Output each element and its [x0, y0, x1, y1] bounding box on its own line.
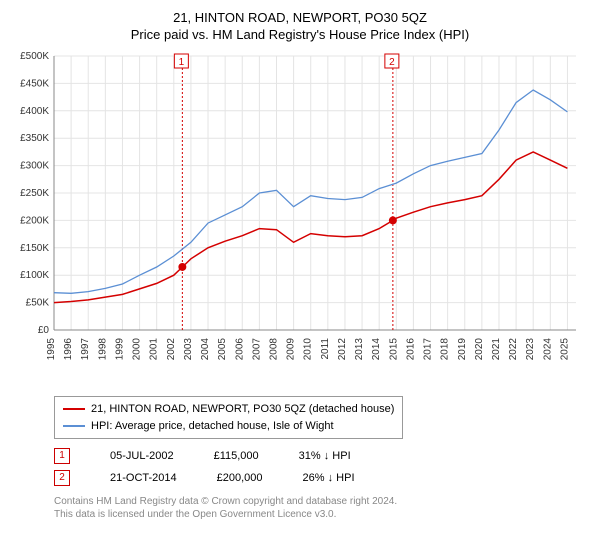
- marker-badge: 1: [54, 448, 70, 464]
- title-main: 21, HINTON ROAD, NEWPORT, PO30 5QZ: [10, 10, 590, 25]
- svg-text:2010: 2010: [303, 338, 314, 361]
- svg-text:£350K: £350K: [20, 133, 49, 144]
- marker-table: 1 05-JUL-2002 £115,000 31% ↓ HPI 2 21-OC…: [54, 445, 586, 489]
- svg-text:2012: 2012: [337, 338, 348, 361]
- footer-line: This data is licensed under the Open Gov…: [54, 508, 586, 521]
- legend-item: HPI: Average price, detached house, Isle…: [63, 418, 394, 435]
- svg-text:2013: 2013: [354, 338, 365, 361]
- svg-text:£150K: £150K: [20, 243, 49, 254]
- legend-swatch: [63, 425, 85, 427]
- svg-text:2025: 2025: [559, 338, 570, 361]
- svg-text:2000: 2000: [132, 338, 143, 361]
- price-chart: £0 £50K £100K £150K £200K £250K £300K £350K £400…: [10, 50, 580, 390]
- svg-text:2005: 2005: [217, 338, 228, 361]
- svg-text:1998: 1998: [97, 338, 108, 361]
- svg-text:2023: 2023: [525, 338, 536, 361]
- marker-price: £200,000: [217, 472, 263, 484]
- svg-text:2022: 2022: [508, 338, 519, 361]
- chart-area: £0 £50K £100K £150K £200K £250K £300K £350K £400…: [10, 50, 590, 390]
- svg-text:2017: 2017: [423, 338, 434, 361]
- svg-text:2009: 2009: [286, 338, 297, 361]
- svg-text:1997: 1997: [80, 338, 91, 361]
- svg-text:2: 2: [389, 57, 395, 68]
- svg-text:1999: 1999: [114, 338, 125, 361]
- svg-text:£0: £0: [38, 325, 50, 336]
- svg-text:£50K: £50K: [26, 298, 50, 309]
- svg-text:2014: 2014: [371, 338, 382, 361]
- legend: 21, HINTON ROAD, NEWPORT, PO30 5QZ (deta…: [54, 396, 403, 439]
- legend-label: 21, HINTON ROAD, NEWPORT, PO30 5QZ (deta…: [91, 401, 394, 418]
- svg-text:1: 1: [179, 57, 185, 68]
- marker-price: £115,000: [214, 450, 259, 462]
- svg-text:1995: 1995: [46, 338, 57, 361]
- footer: Contains HM Land Registry data © Crown c…: [54, 495, 586, 521]
- svg-text:£450K: £450K: [20, 78, 49, 89]
- svg-text:£400K: £400K: [20, 106, 49, 117]
- legend-item: 21, HINTON ROAD, NEWPORT, PO30 5QZ (deta…: [63, 401, 394, 418]
- marker-delta: 26% ↓ HPI: [303, 472, 355, 484]
- title-sub: Price paid vs. HM Land Registry's House …: [10, 27, 590, 42]
- marker-delta: 31% ↓ HPI: [299, 450, 351, 462]
- svg-text:2003: 2003: [183, 338, 194, 361]
- svg-text:£300K: £300K: [20, 161, 49, 172]
- svg-text:2004: 2004: [200, 338, 211, 361]
- legend-label: HPI: Average price, detached house, Isle…: [91, 418, 334, 435]
- marker-date: 21-OCT-2014: [110, 472, 177, 484]
- svg-text:2020: 2020: [474, 338, 485, 361]
- svg-text:£100K: £100K: [20, 270, 49, 281]
- svg-text:2008: 2008: [268, 338, 279, 361]
- svg-text:2021: 2021: [491, 338, 502, 361]
- footer-line: Contains HM Land Registry data © Crown c…: [54, 495, 586, 508]
- svg-text:2019: 2019: [457, 338, 468, 361]
- svg-text:1996: 1996: [63, 338, 74, 361]
- svg-text:2018: 2018: [440, 338, 451, 361]
- svg-text:2002: 2002: [166, 338, 177, 361]
- svg-text:2024: 2024: [542, 338, 553, 361]
- svg-text:£500K: £500K: [20, 51, 49, 62]
- svg-text:2016: 2016: [405, 338, 416, 361]
- marker-badge: 2: [54, 470, 70, 486]
- legend-swatch: [63, 408, 85, 410]
- marker-date: 05-JUL-2002: [110, 450, 174, 462]
- svg-text:2007: 2007: [251, 338, 262, 361]
- svg-text:2001: 2001: [149, 338, 160, 361]
- svg-text:2011: 2011: [320, 338, 331, 360]
- svg-text:£250K: £250K: [20, 188, 49, 199]
- marker-row: 2 21-OCT-2014 £200,000 26% ↓ HPI: [54, 467, 586, 489]
- svg-text:2015: 2015: [388, 338, 399, 361]
- svg-text:£200K: £200K: [20, 215, 49, 226]
- marker-row: 1 05-JUL-2002 £115,000 31% ↓ HPI: [54, 445, 586, 467]
- svg-text:2006: 2006: [234, 338, 245, 361]
